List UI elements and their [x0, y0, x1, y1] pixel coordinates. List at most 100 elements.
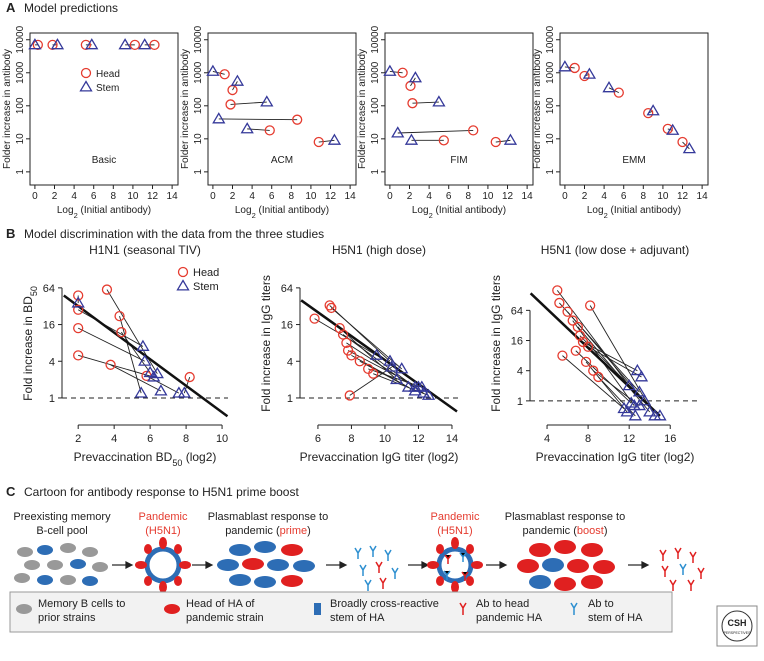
y-tick-label: 10000 — [193, 25, 204, 53]
x-tick-label: 8 — [466, 191, 472, 202]
stem-point — [85, 38, 99, 50]
x-tick-label: 6 — [446, 191, 452, 202]
stem-point — [628, 409, 642, 421]
label-part: 50 — [29, 286, 39, 296]
x-tick-label: 4 — [544, 433, 550, 445]
head-point — [582, 341, 594, 352]
y-tick-label: 1 — [545, 169, 556, 175]
annotation: EMM — [622, 155, 645, 166]
legend-label: stem of HA — [588, 612, 643, 624]
panel-letter: C — [6, 484, 16, 499]
head-point — [334, 322, 345, 334]
stage-label: pandemic (boost) — [522, 525, 607, 537]
stem-point — [503, 133, 518, 145]
head-point — [438, 135, 449, 146]
x-tick-label: 4 — [601, 191, 607, 202]
stem-point — [416, 386, 431, 398]
label-part: 2 — [74, 211, 78, 220]
x-tick-label: 12 — [325, 191, 337, 202]
label-part: Prevaccination IgG titer (log2) — [536, 450, 695, 464]
y-tick-label: 1000 — [545, 61, 556, 84]
label-part: boost — [577, 525, 604, 537]
x-tick-label: 0 — [210, 191, 216, 202]
axis-label: Prevaccination IgG titer (log2) — [300, 450, 459, 464]
head-point — [588, 365, 599, 376]
stem-point — [154, 384, 168, 396]
pair-line — [314, 318, 377, 356]
x-tick-label: 10 — [657, 191, 669, 202]
head-point — [116, 327, 127, 338]
head-point — [574, 330, 586, 341]
y-tick-label: 16 — [511, 336, 523, 348]
stem-point — [50, 38, 65, 50]
stem-point — [637, 394, 652, 406]
stem-point — [630, 363, 645, 376]
stage-label: (H5N1) — [145, 525, 180, 537]
y-tick-label: 64 — [43, 283, 55, 295]
x-tick-label: 8 — [641, 191, 647, 202]
stage-label: Preexisting memory — [13, 511, 111, 523]
legend-icon — [314, 603, 321, 615]
pair-line — [397, 129, 474, 134]
label-part: (Initial antibody) — [433, 205, 506, 216]
legend-label: prior strains — [38, 612, 96, 624]
label-part: Log — [57, 205, 74, 216]
annotation: Basic — [92, 155, 116, 166]
x-tick-label: 8 — [585, 433, 591, 445]
y-tick-label: 64 — [281, 283, 293, 295]
y-tick-label: 1000 — [193, 61, 204, 84]
stem-point — [369, 348, 384, 360]
head-point — [184, 371, 195, 383]
x-tick-label: 6 — [91, 191, 97, 202]
y-tick-label: 100 — [193, 97, 204, 114]
head-point — [313, 136, 324, 148]
head-point — [337, 329, 349, 340]
stem-point — [177, 386, 191, 398]
pair-line — [342, 334, 416, 388]
stem-point — [632, 398, 647, 411]
y-tick-label: 100 — [370, 97, 381, 114]
stem-point — [643, 405, 657, 417]
stem-point — [118, 38, 132, 50]
panel-title: Model predictions — [24, 1, 118, 15]
pair-line — [585, 361, 628, 413]
head-point — [326, 302, 337, 314]
head-point — [324, 300, 335, 311]
x-tick-label: 12 — [502, 191, 514, 202]
stem-point — [602, 81, 616, 93]
head-point — [570, 345, 581, 356]
pair-line — [346, 342, 424, 394]
stem-point — [620, 405, 634, 417]
label-part: Prevaccination IgG titer (log2) — [300, 450, 459, 464]
head-point — [579, 70, 590, 82]
y-tick-label: 10000 — [370, 25, 381, 53]
logo: CSH PERSPECTIVES — [716, 605, 758, 647]
y-tick-label: 10 — [15, 133, 26, 145]
stem-point — [383, 64, 397, 76]
pair-line — [77, 327, 145, 362]
head-point — [643, 107, 654, 119]
head-point — [309, 313, 320, 324]
y-tick-label: 10 — [545, 133, 556, 145]
stage-label: B-cell pool — [36, 525, 87, 537]
pair-line — [119, 316, 142, 394]
head-point — [552, 285, 563, 296]
label-part: Folder increase in antibody — [2, 49, 13, 169]
label-part: ) — [604, 525, 608, 537]
legend-label: Stem — [96, 83, 119, 94]
logo-text: CSH — [727, 618, 746, 628]
legend-label: Head of HA of — [186, 598, 255, 610]
legend-label: Stem — [193, 281, 219, 293]
y-tick-label: 1 — [193, 169, 204, 175]
pair-line — [77, 309, 144, 347]
x-tick-label: 0 — [387, 191, 393, 202]
x-tick-label: 12 — [623, 433, 635, 445]
pair-line — [218, 118, 298, 121]
x-tick-label: 4 — [426, 191, 432, 202]
label-part: Fold increase in BD — [21, 296, 35, 401]
head-point — [613, 87, 624, 98]
label-part: pandemic ( — [225, 525, 280, 537]
label-part: 50 — [172, 458, 182, 468]
stem-point — [136, 339, 150, 351]
pair-line — [78, 354, 154, 378]
